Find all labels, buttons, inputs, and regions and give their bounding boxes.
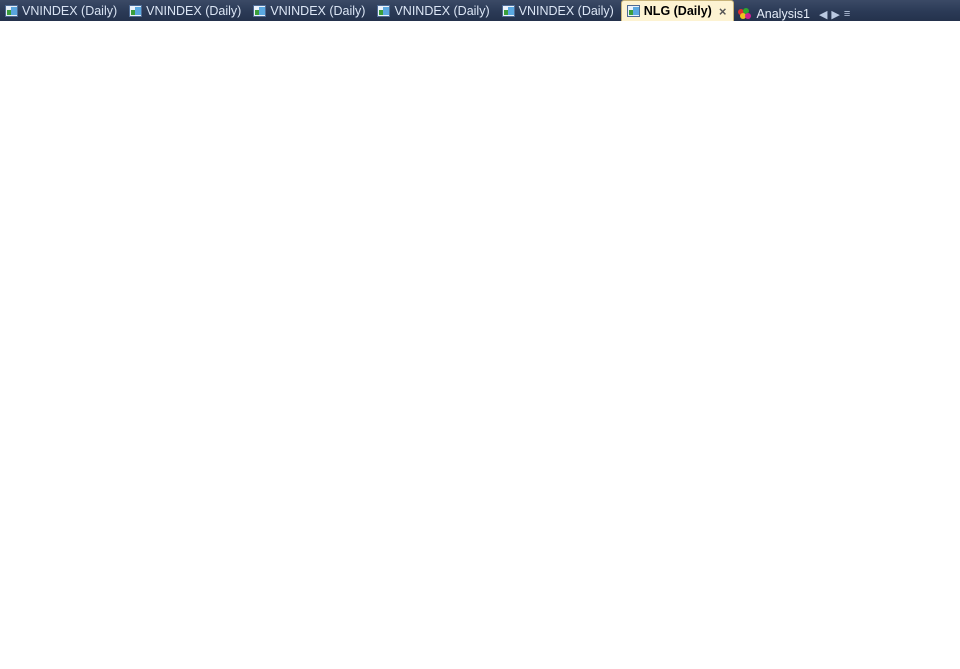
analysis-tab[interactable]: Analysis1 ◀ ▶ ≡ xyxy=(734,7,850,21)
tab-vnindex-4[interactable]: VNINDEX (Daily) xyxy=(372,0,496,21)
tab-label: VNINDEX (Daily) xyxy=(146,3,242,18)
tab-vnindex-1[interactable]: VNINDEX (Daily) xyxy=(0,0,124,21)
tab-label: NLG (Daily) xyxy=(643,4,712,18)
tab-menu-icon[interactable]: ≡ xyxy=(843,8,851,20)
tab-nlg-daily[interactable]: NLG (Daily) × xyxy=(620,0,735,21)
next-tab-icon[interactable]: ▶ xyxy=(831,8,840,21)
analysis-tab-label: Analysis1 xyxy=(756,7,810,21)
chart-icon xyxy=(129,4,143,17)
tab-label: VNINDEX (Daily) xyxy=(518,3,614,18)
tab-vnindex-5[interactable]: VNINDEX (Daily) xyxy=(497,0,621,21)
close-icon[interactable]: × xyxy=(718,3,727,19)
tab-label: VNINDEX (Daily) xyxy=(394,3,490,18)
prev-tab-icon[interactable]: ◀ xyxy=(818,8,828,21)
chart-icon xyxy=(501,4,515,17)
tab-label: VNINDEX (Daily) xyxy=(270,3,366,18)
palette-icon xyxy=(738,8,752,20)
tab-vnindex-3[interactable]: VNINDEX (Daily) xyxy=(248,0,372,21)
chart-icon xyxy=(377,4,391,17)
chart-area: 0 0 0 0 0 1 1 1 1 1 1 1 ✱ xyxy=(0,21,960,669)
tab-label: VNINDEX (Daily) xyxy=(22,3,118,18)
tab-vnindex-2[interactable]: VNINDEX (Daily) xyxy=(124,0,248,21)
chart-icon xyxy=(253,4,267,17)
tab-bar: VNINDEX (Daily) VNINDEX (Daily) VNINDEX … xyxy=(0,0,960,21)
chart-icon xyxy=(5,4,18,17)
chart-icon xyxy=(626,5,640,17)
